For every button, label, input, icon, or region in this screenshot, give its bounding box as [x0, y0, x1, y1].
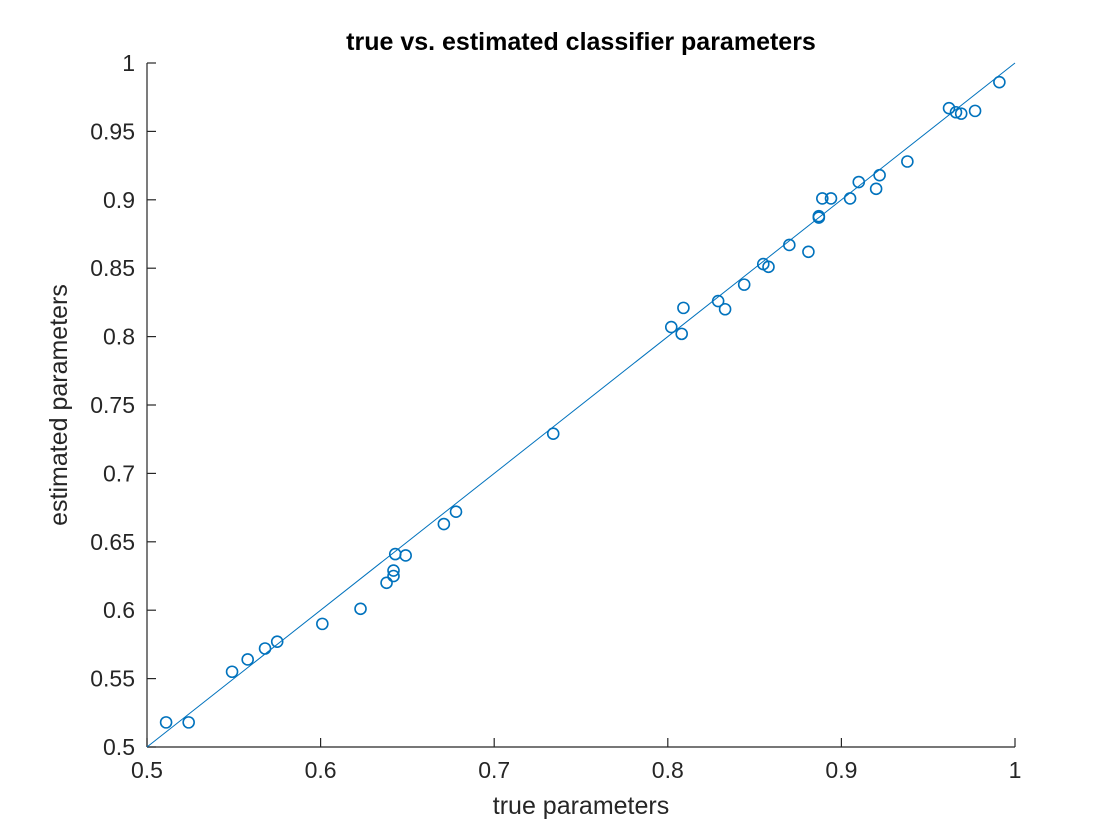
- y-tick-label: 1: [122, 50, 135, 76]
- data-point: [718, 302, 732, 316]
- x-tick-label: 0.5: [131, 757, 163, 783]
- data-point: [159, 716, 173, 729]
- data-point: [675, 327, 688, 341]
- data-point: [182, 716, 195, 729]
- data-point: [762, 260, 775, 274]
- y-tick-label: 0.6: [103, 597, 135, 623]
- x-axis-label: true parameters: [493, 792, 669, 820]
- data-point: [241, 653, 254, 666]
- data-point: [546, 427, 560, 441]
- x-tick-label: 0.7: [478, 757, 510, 783]
- data-point: [258, 642, 272, 655]
- data-point: [968, 104, 982, 118]
- data-point: [824, 192, 838, 205]
- data-point: [437, 517, 451, 531]
- data-point: [399, 549, 412, 562]
- data-point: [711, 294, 725, 308]
- data-point: [387, 564, 400, 577]
- y-tick-label: 0.8: [103, 324, 135, 350]
- y-tick-label: 0.75: [90, 392, 135, 418]
- y-tick-label: 0.55: [90, 666, 135, 692]
- data-point: [852, 175, 866, 189]
- data-point: [225, 665, 239, 679]
- x-tick-label: 0.6: [305, 757, 337, 783]
- x-tick-label: 0.8: [652, 757, 684, 783]
- y-tick-label: 0.65: [90, 529, 135, 555]
- data-point: [783, 238, 796, 252]
- data-point: [942, 101, 956, 115]
- data-point: [802, 245, 815, 259]
- y-axis-label: estimated parameters: [45, 284, 73, 526]
- x-tick-label: 1: [1009, 757, 1022, 783]
- data-point: [316, 617, 329, 631]
- data-point: [843, 192, 857, 205]
- y-tick-label: 0.9: [103, 187, 135, 213]
- data-point: [954, 107, 968, 120]
- y-tick-label: 0.95: [90, 118, 135, 144]
- data-point: [869, 182, 883, 196]
- reference-line: [146, 62, 1016, 748]
- data-point: [873, 168, 886, 182]
- data-point: [949, 105, 963, 119]
- data-point: [664, 320, 678, 334]
- data-point: [993, 75, 1006, 89]
- data-point: [380, 576, 393, 590]
- data-point: [387, 569, 400, 583]
- data-point: [816, 192, 829, 205]
- data-point: [449, 505, 463, 519]
- x-tick-label: 0.9: [825, 757, 857, 783]
- plot-area: 0.5 0.6 0.7 0.8 0.9 1 0.5 0.55 0.6 0.65 0.7 0.75 0.8…: [90, 50, 1021, 783]
- y-tick-label: 0.7: [103, 460, 135, 486]
- chart-title: true vs. estimated classifier parameters: [346, 28, 816, 56]
- data-point: [812, 211, 826, 224]
- data-point: [901, 155, 914, 168]
- data-point: [677, 301, 690, 315]
- data-point: [354, 602, 367, 616]
- y-tick-label: 0.85: [90, 255, 135, 281]
- data-point: [270, 635, 284, 648]
- data-point: [737, 278, 751, 291]
- y-tick-label: 0.5: [103, 734, 135, 760]
